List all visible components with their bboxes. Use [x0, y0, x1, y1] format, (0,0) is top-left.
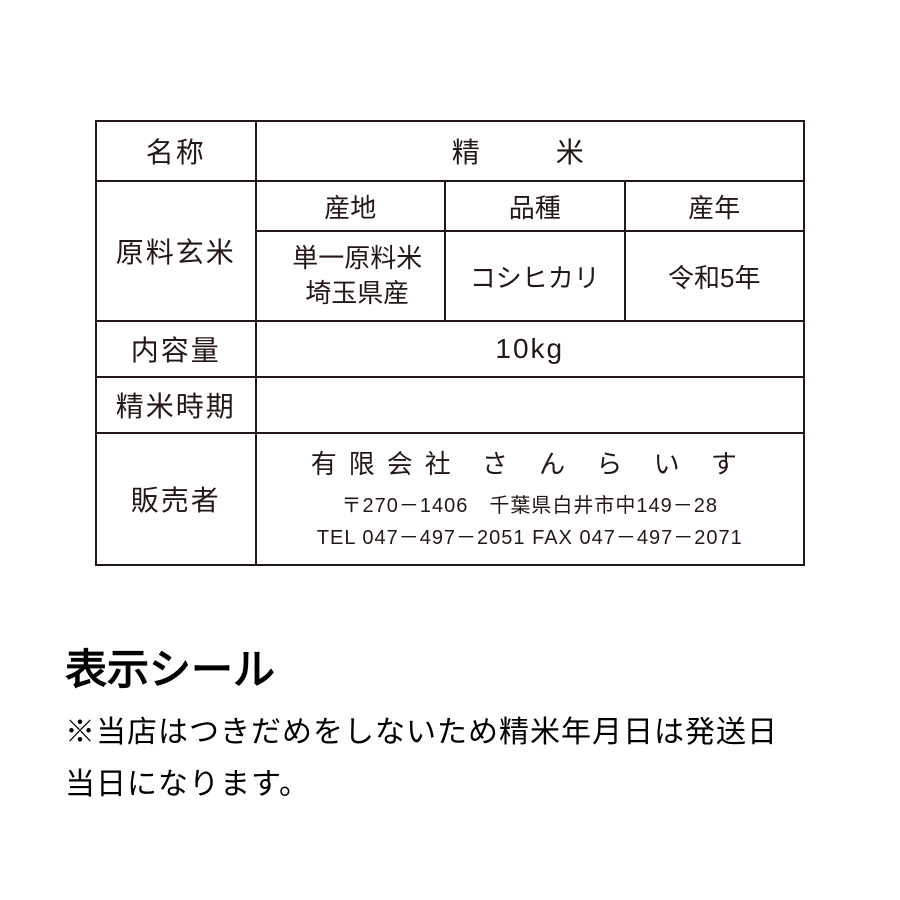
- value-variety: コシヒカリ: [445, 231, 624, 321]
- row-name-label: 名称: [96, 121, 256, 181]
- value-origin: 単一原料米 埼玉県産: [256, 231, 445, 321]
- row-milling-value: [256, 377, 804, 433]
- subheader-year: 産年: [625, 181, 805, 231]
- seller-telfax: TEL 047－497－2051 FAX 047－497－2071: [261, 522, 799, 554]
- row-name-value: 精 米: [256, 121, 804, 181]
- row-seller-value: 有限会社 さ ん ら い す 〒270－1406 千葉県白井市中149－28 T…: [256, 433, 804, 565]
- row-milling-label: 精米時期: [96, 377, 256, 433]
- row-seller-label: 販売者: [96, 433, 256, 565]
- seller-address: 〒270－1406 千葉県白井市中149－28: [261, 490, 799, 522]
- value-year: 令和5年: [625, 231, 805, 321]
- value-origin-line2: 埼玉県産: [271, 276, 444, 311]
- product-label-table: 名称 精 米 原料玄米 産地 品種 産年 単一原料米 埼玉県産 コシヒカリ 令和…: [95, 120, 805, 566]
- section-heading: 表示シール: [65, 636, 805, 697]
- row-ingredient-label: 原料玄米: [96, 181, 256, 321]
- subheader-variety: 品種: [445, 181, 624, 231]
- row-quantity-label: 内容量: [96, 321, 256, 377]
- subheader-origin: 産地: [256, 181, 445, 231]
- value-origin-line1: 単一原料米: [271, 241, 444, 276]
- seller-company: 有限会社 さ ん ら い す: [261, 444, 799, 486]
- row-quantity-value: 10kg: [256, 321, 804, 377]
- section-note: ※当店はつきだめをしないため精米年月日は発送日当日になります。: [65, 707, 805, 812]
